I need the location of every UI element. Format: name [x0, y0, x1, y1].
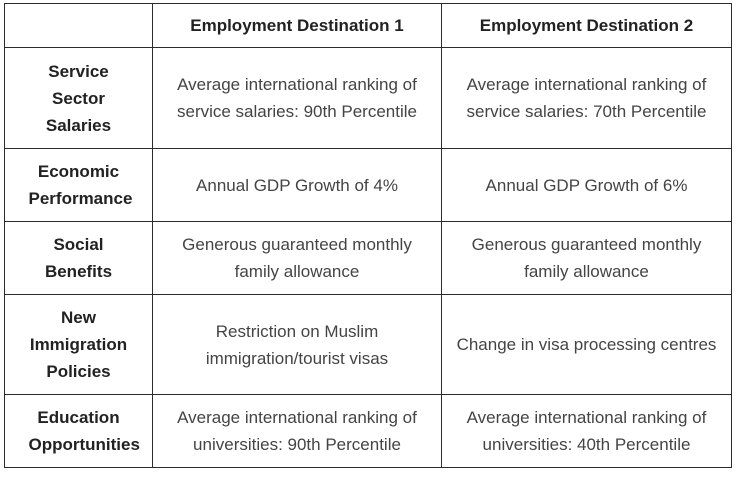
cell-dest1-immigration-policies: Restriction on Muslim immigration/touris… [152, 294, 442, 395]
table-row: Service Sector Salaries Average internat… [4, 47, 732, 149]
header-corner-cell [4, 3, 153, 48]
cell-dest1-social-benefits: Generous guaranteed monthly family allow… [152, 221, 442, 295]
row-label-text: New Immigration Policies [29, 308, 128, 381]
header-destination-2: Employment Destination 2 [441, 3, 732, 48]
row-label-text: Social Benefits [44, 235, 113, 281]
table-row: Education Opportunities Average internat… [4, 394, 732, 468]
row-label-service-sector-salaries: Service Sector Salaries [4, 47, 153, 149]
cell-dest1-education-opportunities: Average international ranking of univers… [152, 394, 442, 468]
table-row: Social Benefits Generous guaranteed mont… [4, 221, 732, 295]
cell-dest2-education-opportunities: Average international ranking of univers… [441, 394, 732, 468]
cell-dest1-economic-performance: Annual GDP Growth of 4% [152, 148, 442, 222]
row-label-text: Education Opportunities [28, 408, 140, 454]
table-header-row: Employment Destination 1 Employment Dest… [4, 3, 732, 48]
row-label-text: Economic Performance [28, 162, 133, 208]
cell-dest2-immigration-policies: Change in visa processing centres [441, 294, 732, 395]
row-label-education-opportunities: Education Opportunities [4, 394, 153, 468]
header-destination-1: Employment Destination 1 [152, 3, 442, 48]
cell-dest2-service-salaries: Average international ranking of service… [441, 47, 732, 149]
comparison-table: Employment Destination 1 Employment Dest… [4, 3, 732, 468]
cell-dest1-service-salaries: Average international ranking of service… [152, 47, 442, 149]
cell-dest2-economic-performance: Annual GDP Growth of 6% [441, 148, 732, 222]
row-label-new-immigration-policies: New Immigration Policies [4, 294, 153, 395]
table-row: New Immigration Policies Restriction on … [4, 294, 732, 395]
row-label-social-benefits: Social Benefits [4, 221, 153, 295]
table-row: Economic Performance Annual GDP Growth o… [4, 148, 732, 222]
row-label-text: Service Sector Salaries [45, 61, 112, 135]
cell-dest2-social-benefits: Generous guaranteed monthly family allow… [441, 221, 732, 295]
row-label-economic-performance: Economic Performance [4, 148, 153, 222]
